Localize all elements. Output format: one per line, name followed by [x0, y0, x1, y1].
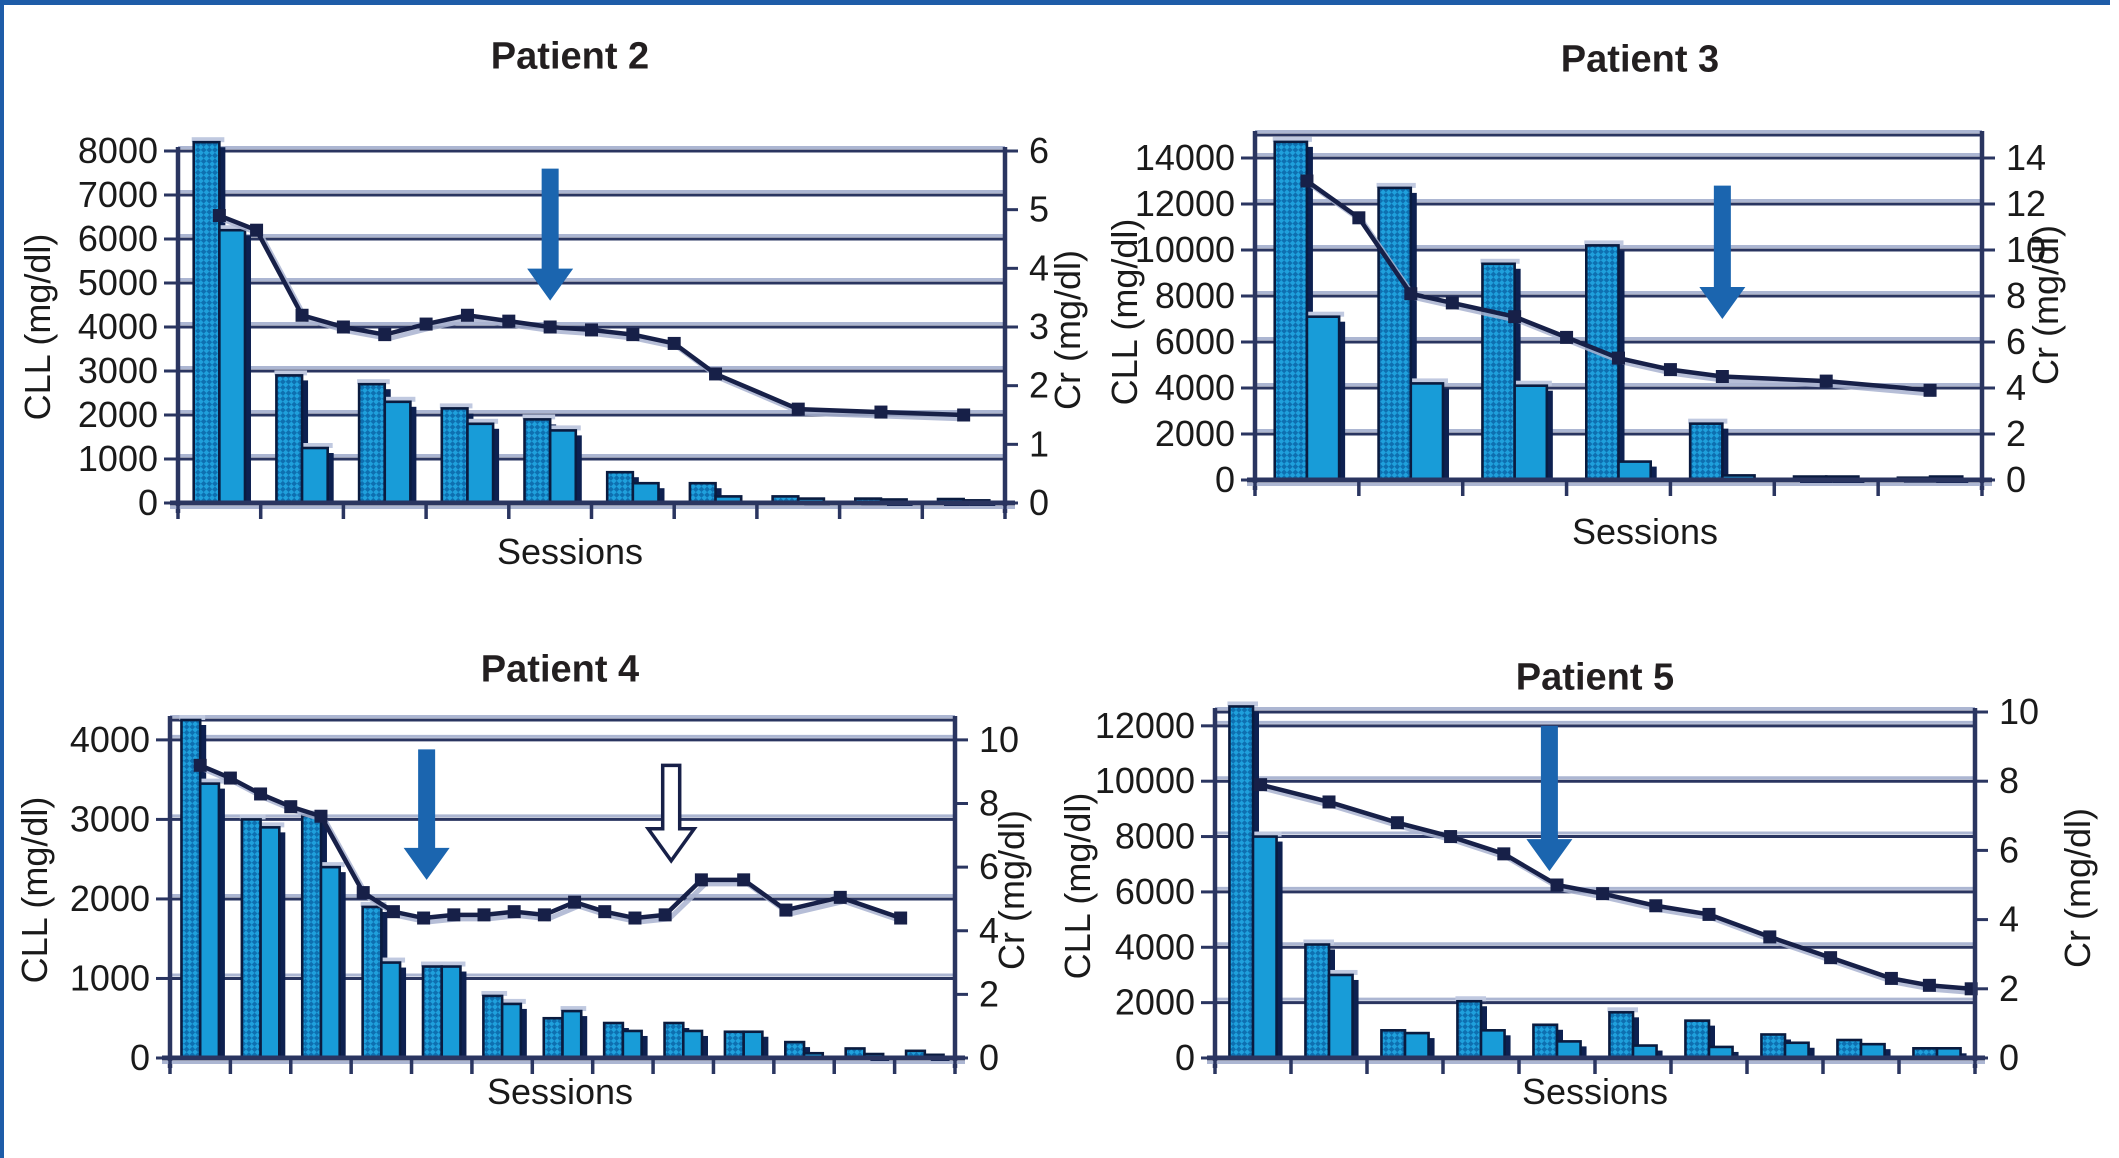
axis-tick-label: 10 — [2006, 229, 2046, 270]
patient-4-chart: 0 1000 2000 3000 4000 0 2 4 6 8 10 — [70, 715, 1019, 1078]
axis-tick-label: 6 — [1029, 130, 1049, 171]
patient-5-xlabel: Sessions — [1521, 1071, 1669, 1112]
axis-tick-label: 0 — [2006, 459, 2026, 500]
axis-tick-label: 0 — [130, 1037, 150, 1078]
patient-4-ylabel-left: CLL (mg/dl) — [14, 796, 55, 984]
axis-tick-label: 1 — [1029, 423, 1049, 464]
axis-tick-label: 12000 — [1135, 183, 1235, 224]
axis-tick-label: 4000 — [70, 719, 150, 760]
axis-tick-label: 4 — [2006, 367, 2026, 408]
axis-tick-label: 6 — [1999, 829, 2019, 870]
patient-4-xlabel: Sessions — [486, 1071, 634, 1112]
axis-tick-label: 6 — [979, 846, 999, 887]
axis-tick-label: 0 — [1999, 1037, 2019, 1078]
patient-5-chart: 0 2000 4000 6000 8000 10000 12000 0 2 4 6 8 10 — [1095, 691, 2039, 1078]
down-arrow-outline-icon — [644, 763, 698, 864]
patient-2-xlabel: Sessions — [496, 531, 644, 572]
axis-tick-label: 6000 — [78, 218, 158, 259]
patient-4-title: Patient 4 — [480, 648, 640, 691]
figure-frame-left-border — [0, 0, 4, 1158]
axis-tick-label: 2000 — [70, 878, 150, 919]
axis-tick-label: 2 — [1999, 968, 2019, 1009]
down-arrow-solid-icon — [1699, 185, 1746, 319]
axis-tick-label: 2 — [2006, 413, 2026, 454]
axis-tick-label: 2000 — [1155, 413, 1235, 454]
axis-tick-label: 0 — [979, 1037, 999, 1078]
axis-tick-label: 4000 — [78, 306, 158, 347]
axis-tick-label: 5 — [1029, 189, 1049, 230]
axis-tick-label: 6000 — [1115, 871, 1195, 912]
axis-tick-label: 4 — [979, 910, 999, 951]
down-arrow-solid-icon — [403, 749, 450, 880]
patient-4-ylabel-right: Cr (mg/dl) — [991, 810, 1032, 970]
axis-tick-label: 0 — [1215, 459, 1235, 500]
patient-3-xlabel: Sessions — [1571, 511, 1719, 552]
axis-tick-label: 10 — [979, 719, 1019, 760]
axis-tick-label: 0 — [1029, 482, 1049, 523]
axis-tick-label: 8000 — [1155, 275, 1235, 316]
patient-3-title: Patient 3 — [1560, 38, 1720, 81]
axis-tick-label: 10 — [1999, 691, 2039, 732]
axis-tick-label: 2000 — [1115, 982, 1195, 1023]
axis-tick-label: 8 — [1999, 760, 2019, 801]
axis-tick-label: 1000 — [70, 957, 150, 998]
axis-tick-label: 3000 — [70, 798, 150, 839]
axis-tick-label: 2000 — [78, 394, 158, 435]
axis-tick-label: 4000 — [1155, 367, 1235, 408]
axis-tick-label: 8 — [979, 783, 999, 824]
axis-tick-label: 10000 — [1135, 229, 1235, 270]
patient-5-ylabel-left: CLL (mg/dl) — [1057, 792, 1098, 980]
down-arrow-solid-icon — [527, 168, 574, 301]
patient-3-ylabel-left: CLL (mg/dl) — [1104, 218, 1145, 406]
axis-tick-label: 2 — [1029, 365, 1049, 406]
axis-tick-label: 8000 — [1115, 816, 1195, 857]
axis-tick-label: 4000 — [1115, 926, 1195, 967]
axis-tick-label: 7000 — [78, 174, 158, 215]
axis-tick-label: 8 — [2006, 275, 2026, 316]
patient-2-ylabel-right: Cr (mg/dl) — [1047, 250, 1088, 410]
axis-tick-label: 3 — [1029, 306, 1049, 347]
patient-5-ylabel-right: Cr (mg/dl) — [2057, 808, 2098, 968]
axis-tick-label: 2 — [979, 973, 999, 1014]
axis-tick-label: 14 — [2006, 137, 2046, 178]
axis-tick-label: 6 — [2006, 321, 2026, 362]
axis-tick-label: 3000 — [78, 350, 158, 391]
patient-3-ylabel-right: Cr (mg/dl) — [2025, 225, 2066, 385]
down-arrow-solid-icon — [1526, 725, 1573, 872]
axis-tick-label: 4 — [1999, 899, 2019, 940]
patient-2-title: Patient 2 — [490, 35, 650, 78]
patient-2-ylabel-left: CLL (mg/dl) — [17, 233, 58, 421]
axis-tick-label: 0 — [138, 482, 158, 523]
axis-tick-label: 12 — [2006, 183, 2046, 224]
axis-tick-label: 1000 — [78, 438, 158, 479]
axis-tick-label: 12000 — [1095, 705, 1195, 746]
patient-3-chart: 0 2000 4000 6000 8000 10000 12000 14000 0 2 4 6 8 10 1… — [1135, 130, 2046, 500]
axis-tick-label: 6000 — [1155, 321, 1235, 362]
axis-tick-label: 10000 — [1095, 760, 1195, 801]
axis-tick-label: 14000 — [1135, 137, 1235, 178]
patient-5-title: Patient 5 — [1515, 656, 1675, 699]
axis-tick-label: 8000 — [78, 130, 158, 171]
axis-tick-label: 5000 — [78, 262, 158, 303]
axis-tick-label: 4 — [1029, 247, 1049, 288]
figure-frame-top-border — [0, 0, 2110, 5]
axis-tick-label: 0 — [1175, 1037, 1195, 1078]
